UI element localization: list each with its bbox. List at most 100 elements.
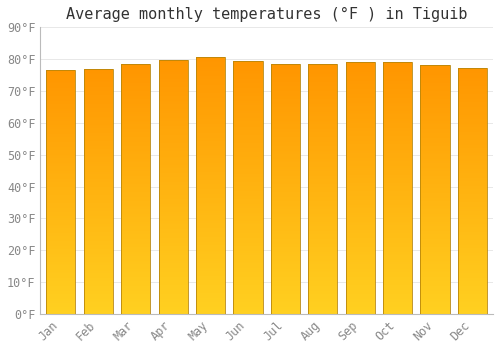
- Bar: [84, 253, 113, 255]
- Bar: [46, 96, 76, 98]
- Bar: [46, 230, 76, 231]
- Bar: [271, 99, 300, 100]
- Bar: [234, 214, 262, 216]
- Bar: [420, 224, 450, 226]
- Bar: [383, 215, 412, 217]
- Bar: [346, 178, 375, 180]
- Bar: [420, 256, 450, 257]
- Bar: [383, 312, 412, 314]
- Bar: [196, 186, 225, 187]
- Bar: [46, 117, 76, 119]
- Bar: [346, 260, 375, 262]
- Bar: [158, 250, 188, 251]
- Bar: [234, 206, 262, 208]
- Bar: [196, 210, 225, 211]
- Bar: [158, 148, 188, 150]
- Bar: [271, 199, 300, 201]
- Bar: [158, 107, 188, 109]
- Bar: [308, 159, 338, 161]
- Bar: [346, 289, 375, 290]
- Bar: [271, 205, 300, 207]
- Bar: [121, 138, 150, 139]
- Bar: [346, 312, 375, 314]
- Bar: [383, 123, 412, 124]
- Bar: [158, 294, 188, 295]
- Bar: [196, 252, 225, 254]
- Bar: [121, 136, 150, 138]
- Bar: [46, 288, 76, 289]
- Bar: [420, 214, 450, 216]
- Bar: [121, 286, 150, 287]
- Bar: [346, 284, 375, 285]
- Bar: [271, 79, 300, 80]
- Bar: [271, 272, 300, 274]
- Bar: [271, 92, 300, 94]
- Bar: [196, 116, 225, 117]
- Bar: [458, 104, 487, 105]
- Bar: [420, 79, 450, 81]
- Bar: [271, 207, 300, 209]
- Bar: [308, 242, 338, 244]
- Bar: [234, 103, 262, 105]
- Bar: [271, 146, 300, 147]
- Bar: [196, 245, 225, 247]
- Bar: [420, 232, 450, 234]
- Bar: [458, 232, 487, 233]
- Bar: [271, 286, 300, 287]
- Bar: [308, 304, 338, 306]
- Bar: [234, 307, 262, 309]
- Bar: [271, 295, 300, 297]
- Bar: [46, 127, 76, 129]
- Bar: [308, 201, 338, 202]
- Bar: [308, 220, 338, 222]
- Bar: [234, 138, 262, 140]
- Bar: [346, 88, 375, 89]
- Bar: [346, 67, 375, 69]
- Bar: [158, 60, 188, 62]
- Bar: [158, 156, 188, 158]
- Bar: [271, 186, 300, 187]
- Bar: [84, 154, 113, 156]
- Bar: [308, 307, 338, 309]
- Bar: [121, 141, 150, 142]
- Bar: [234, 193, 262, 194]
- Bar: [158, 221, 188, 223]
- Bar: [420, 312, 450, 314]
- Bar: [271, 214, 300, 216]
- Bar: [346, 287, 375, 289]
- Bar: [121, 169, 150, 171]
- Bar: [158, 219, 188, 221]
- Bar: [383, 232, 412, 233]
- Bar: [383, 218, 412, 220]
- Bar: [458, 128, 487, 130]
- Bar: [308, 152, 338, 154]
- Bar: [271, 131, 300, 132]
- Bar: [420, 217, 450, 219]
- Bar: [346, 126, 375, 128]
- Bar: [308, 146, 338, 147]
- Bar: [420, 199, 450, 201]
- Bar: [383, 196, 412, 198]
- Bar: [121, 101, 150, 103]
- Bar: [46, 163, 76, 164]
- Bar: [271, 129, 300, 131]
- Bar: [196, 187, 225, 189]
- Bar: [196, 133, 225, 134]
- Bar: [46, 294, 76, 296]
- Bar: [234, 123, 262, 125]
- Bar: [84, 180, 113, 182]
- Bar: [121, 209, 150, 211]
- Bar: [121, 139, 150, 141]
- Bar: [46, 246, 76, 247]
- Bar: [234, 88, 262, 89]
- Bar: [346, 181, 375, 183]
- Bar: [158, 266, 188, 268]
- Bar: [420, 86, 450, 88]
- Bar: [458, 142, 487, 143]
- Bar: [383, 230, 412, 232]
- Bar: [458, 135, 487, 136]
- Bar: [84, 97, 113, 99]
- Bar: [158, 195, 188, 197]
- Bar: [458, 143, 487, 145]
- Bar: [46, 194, 76, 195]
